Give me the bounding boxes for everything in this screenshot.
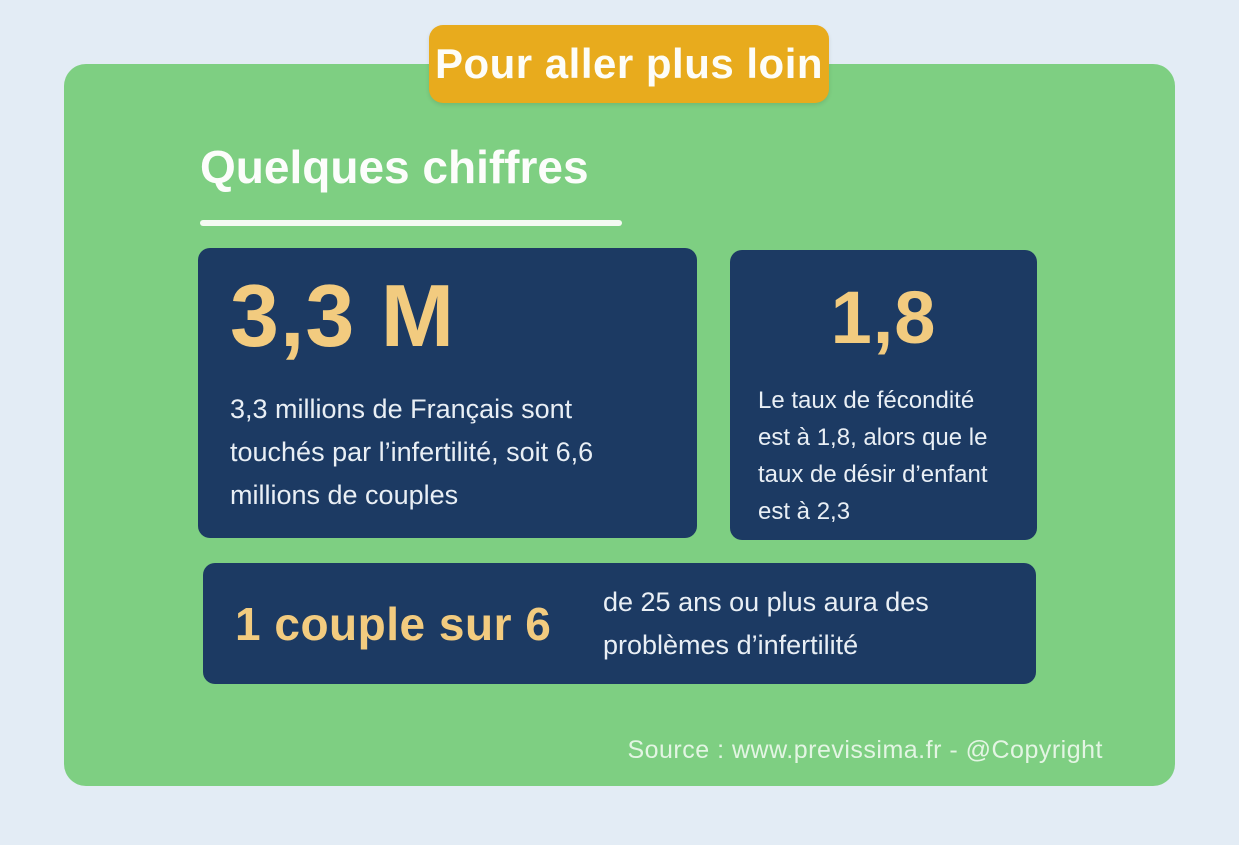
stat-card-couples: 1 couple sur 6 de 25 ans ou plus aura de… — [203, 563, 1036, 684]
stat-value-millions: 3,3 M — [230, 266, 456, 365]
stat-card-millions: 3,3 M 3,3 millions de Français sont touc… — [198, 248, 697, 538]
stat-description-couples: de 25 ans ou plus aura des problèmes d’i… — [603, 586, 929, 660]
section-title: Quelques chiffres — [200, 141, 589, 193]
title-underline — [200, 220, 622, 226]
main-panel: Quelques chiffres 3,3 M 3,3 millions de … — [64, 64, 1175, 786]
source-credit: Source : www.previssima.fr - @Copyright — [627, 736, 1103, 764]
stat-value-fertility-rate: 1,8 — [830, 276, 937, 359]
header-badge-label: Pour aller plus loin — [434, 40, 824, 87]
stat-card-fertility-rate: 1,8 Le taux de fécondité est à 1,8, alor… — [730, 250, 1037, 540]
stat-value-couples: 1 couple sur 6 — [235, 597, 552, 650]
header-badge: Pour aller plus loin — [429, 25, 829, 103]
stat-description-millions: 3,3 millions de Français sont touchés pa… — [230, 394, 594, 511]
stat-description-fertility-rate: Le taux de fécondité est à 1,8, alors qu… — [758, 387, 988, 526]
